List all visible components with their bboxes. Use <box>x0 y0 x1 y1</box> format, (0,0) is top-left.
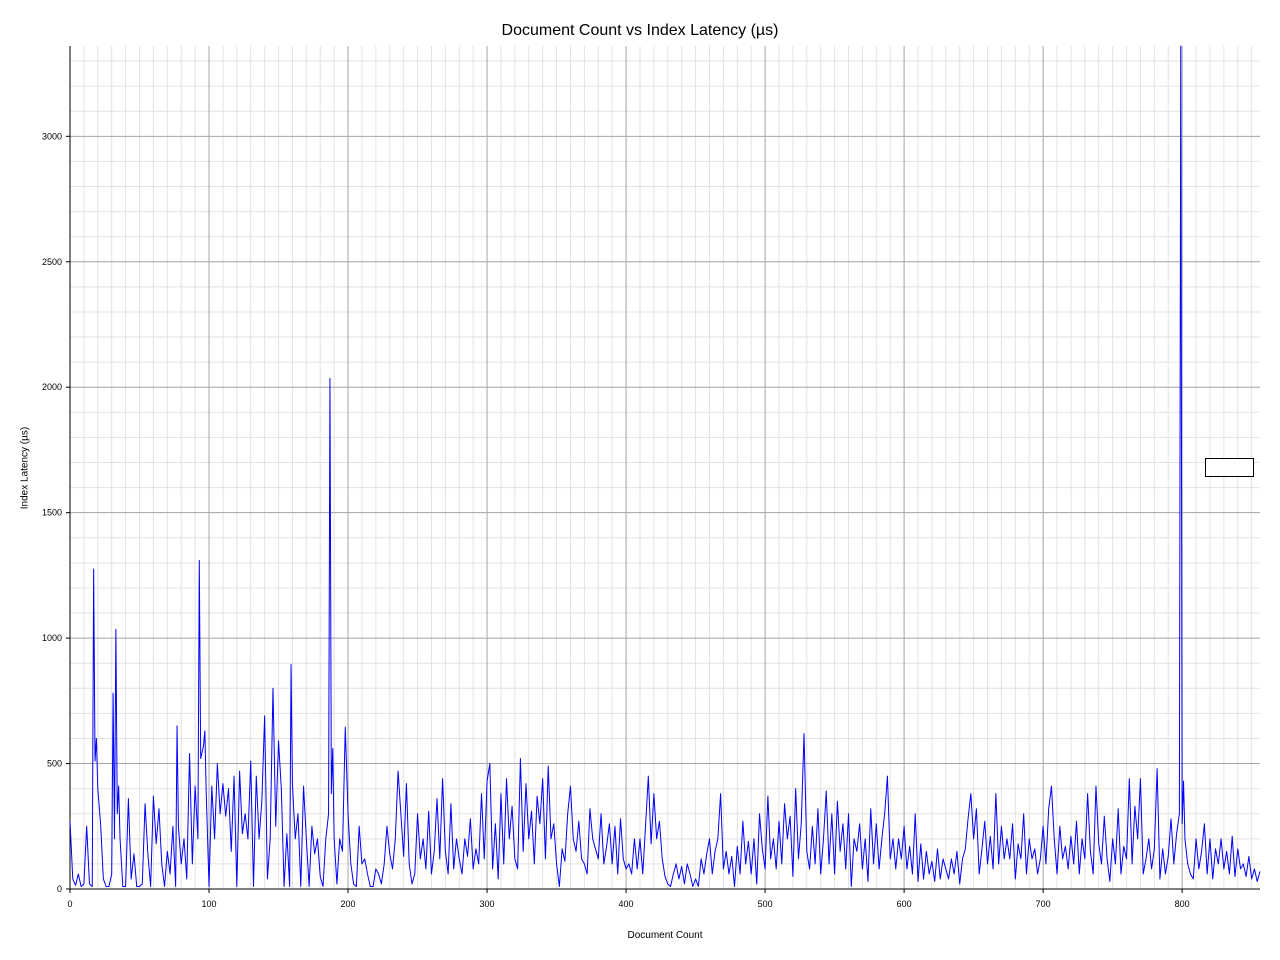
x-tick-label: 0 <box>67 899 72 909</box>
legend <box>1205 458 1254 477</box>
x-tick-label: 200 <box>341 899 356 909</box>
x-axis-label: Document Count <box>627 930 703 941</box>
minor-grid <box>69 46 1260 890</box>
y-tick-label: 2000 <box>42 382 62 392</box>
y-tick-label: 1500 <box>42 508 62 518</box>
x-tick-label: 500 <box>758 899 773 909</box>
x-tick-label: 700 <box>1036 899 1051 909</box>
x-tick-label: 800 <box>1175 899 1190 909</box>
series-line <box>69 45 1261 887</box>
y-axis-ticks: 0 500 1000 1500 2000 2500 3000 <box>42 131 70 894</box>
x-axis-ticks: 0 100 200 300 400 500 600 700 800 <box>67 889 1190 909</box>
y-axis-label: Index Latency (µs) <box>19 426 31 510</box>
x-tick-label: 300 <box>480 899 495 909</box>
axes <box>69 46 1260 890</box>
x-tick-label: 100 <box>202 899 217 909</box>
y-tick-label: 1000 <box>42 633 62 643</box>
y-tick-label: 3000 <box>42 131 62 141</box>
y-tick-label: 500 <box>47 759 62 769</box>
x-tick-label: 600 <box>897 899 912 909</box>
series-layer <box>69 45 1261 887</box>
y-tick-label: 2500 <box>42 257 62 267</box>
x-tick-label: 400 <box>619 899 634 909</box>
y-tick-label: 0 <box>57 884 62 894</box>
chart-title: Document Count vs Index Latency (µs) <box>501 22 779 39</box>
major-grid <box>69 46 1260 890</box>
